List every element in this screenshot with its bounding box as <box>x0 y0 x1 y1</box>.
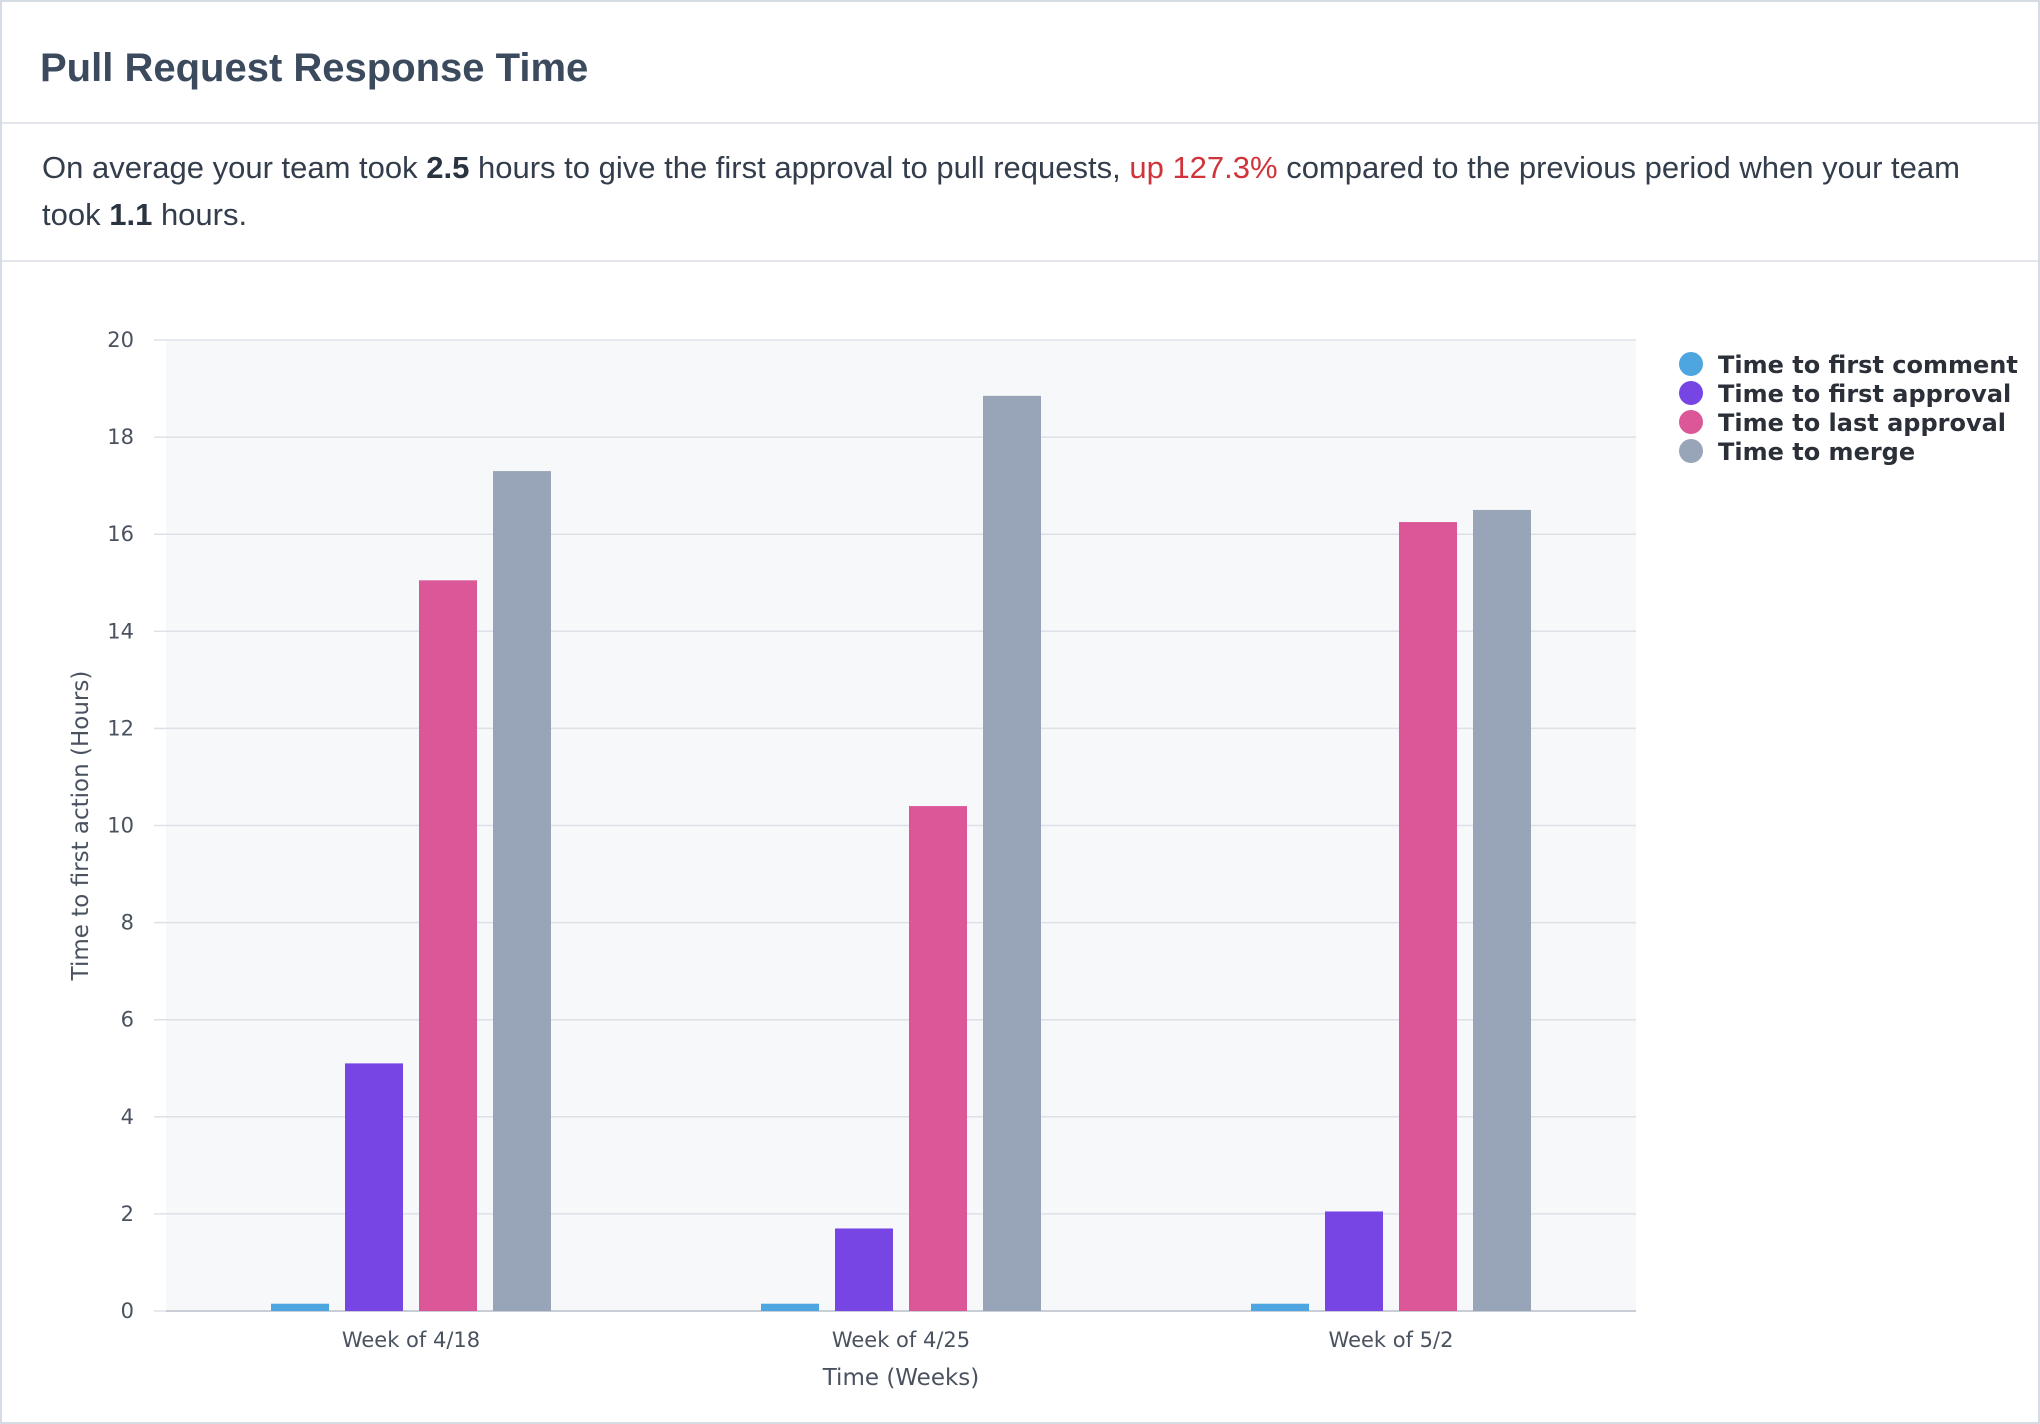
x-axis-title: Time (Weeks) <box>822 1365 980 1391</box>
summary-text-4: hours. <box>152 197 248 232</box>
bar <box>1473 509 1531 1311</box>
card-title: Pull Request Response Time <box>40 46 589 90</box>
y-tick-label: 10 <box>107 814 134 838</box>
summary-panel: On average your team took 2.5 hours to g… <box>2 124 2038 262</box>
legend-item-label: Time to first approval <box>1718 380 2011 408</box>
summary-change-percent: up 127.3% <box>1129 150 1278 185</box>
y-tick-label: 8 <box>121 911 134 935</box>
legend-item-label: Time to first comment <box>1718 351 2018 379</box>
bar <box>419 580 477 1311</box>
x-tick-label: Week of 4/18 <box>342 1328 480 1352</box>
y-tick-label: 6 <box>121 1008 134 1032</box>
y-tick-label: 20 <box>107 328 134 352</box>
y-tick-label: 14 <box>107 619 134 643</box>
summary-previous-hours: 1.1 <box>109 197 153 232</box>
bar <box>345 1063 403 1311</box>
y-tick-label: 2 <box>121 1202 134 1226</box>
bar <box>1325 1211 1383 1311</box>
y-tick-label: 0 <box>121 1299 134 1323</box>
x-tick-label: Week of 5/2 <box>1329 1328 1454 1352</box>
summary-text-2: hours to give the first approval to pull… <box>469 150 1130 185</box>
y-tick-label: 4 <box>121 1105 134 1129</box>
legend-marker <box>1679 439 1703 463</box>
y-tick-label: 16 <box>107 522 134 546</box>
bar <box>761 1303 819 1311</box>
bar <box>909 806 967 1311</box>
legend-marker <box>1679 410 1703 434</box>
bar <box>1251 1303 1309 1311</box>
legend-marker <box>1679 352 1703 376</box>
legend-item-label: Time to last approval <box>1718 409 2006 437</box>
y-tick-label: 12 <box>107 716 134 740</box>
summary-text-1: On average your team took <box>42 150 427 185</box>
bar <box>1399 522 1457 1311</box>
summary-text: On average your team took 2.5 hours to g… <box>42 144 1982 238</box>
legend-item-label: Time to merge <box>1718 438 1915 466</box>
y-tick-label: 18 <box>107 425 134 449</box>
summary-text-3: compared to the previous period when you… <box>42 150 1960 232</box>
legend-marker <box>1679 381 1703 405</box>
bar <box>271 1303 329 1311</box>
summary-current-hours: 2.5 <box>426 150 470 185</box>
bar <box>493 471 551 1312</box>
card-header: Pull Request Response Time <box>2 2 2038 124</box>
x-tick-label: Week of 4/25 <box>832 1328 970 1352</box>
bar <box>983 395 1041 1311</box>
y-axis-title: Time to first action (Hours) <box>68 671 94 982</box>
bar <box>835 1228 893 1311</box>
